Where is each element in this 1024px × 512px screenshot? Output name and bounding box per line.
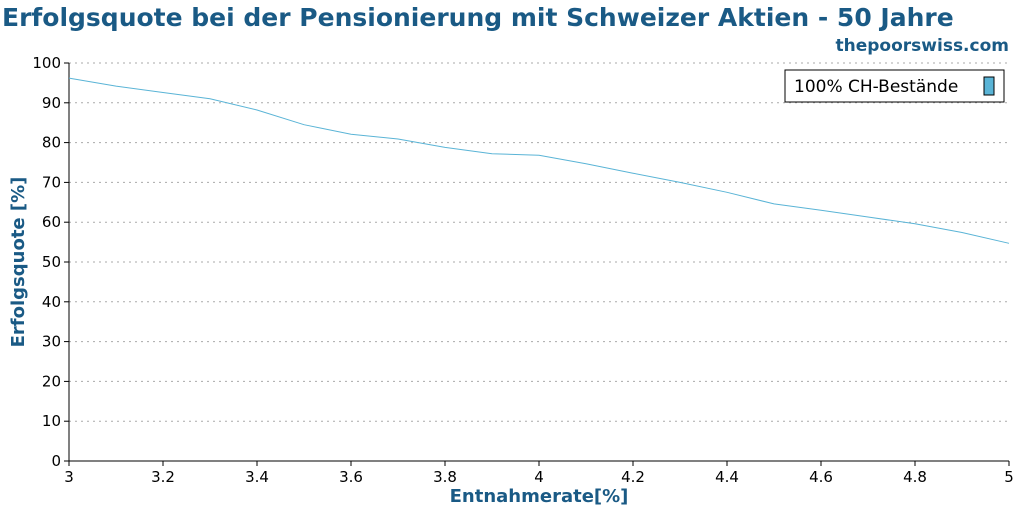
y-tick-label: 20 <box>42 372 61 390</box>
y-axis-label: Erfolgsquote [%] <box>8 177 29 348</box>
x-tick-label: 3.8 <box>433 468 457 486</box>
y-tick-label: 50 <box>42 253 61 271</box>
legend-swatch <box>983 76 995 96</box>
y-tick-label: 90 <box>42 94 61 112</box>
y-tick-label: 60 <box>42 213 61 231</box>
legend: 100% CH-Bestände <box>784 69 1005 103</box>
x-tick-label: 4.2 <box>621 468 645 486</box>
y-tick-label: 80 <box>42 134 61 152</box>
y-tick-label: 0 <box>51 452 61 470</box>
x-tick-label: 3.6 <box>339 468 363 486</box>
gridlines <box>69 62 1009 422</box>
y-tick-label: 40 <box>42 293 61 311</box>
x-tick-label: 4 <box>534 468 544 486</box>
legend-box <box>784 69 1005 103</box>
x-tick-label: 4.6 <box>809 468 833 486</box>
chart-title: Erfolgsquote bei der Pensionierung mit S… <box>2 3 954 32</box>
series-layer <box>68 77 1010 244</box>
series-line <box>68 77 1010 244</box>
x-axis-ticks: 3 3.2 3.4 3.6 3.8 4 4.2 4.4 4.6 4.8 5 <box>64 461 1014 486</box>
x-tick-label: 3.2 <box>151 468 175 486</box>
y-tick-label: 70 <box>42 173 61 191</box>
x-tick-label: 3 <box>64 468 74 486</box>
x-tick-label: 5 <box>1004 468 1014 486</box>
x-tick-label: 3.4 <box>245 468 269 486</box>
chart-subtitle: thepoorswiss.com <box>836 36 1010 56</box>
legend-label: 100% CH-Bestände <box>794 77 958 97</box>
x-axis-label: Entnahmerate[%] <box>450 486 629 507</box>
x-tick-label: 4.8 <box>903 468 927 486</box>
y-tick-label: 100 <box>32 54 61 72</box>
x-tick-label: 4.4 <box>715 468 739 486</box>
y-axis-ticks: 0 10 20 30 40 50 60 70 80 90 100 <box>32 54 69 470</box>
y-tick-label: 30 <box>42 333 61 351</box>
y-tick-label: 10 <box>42 412 61 430</box>
